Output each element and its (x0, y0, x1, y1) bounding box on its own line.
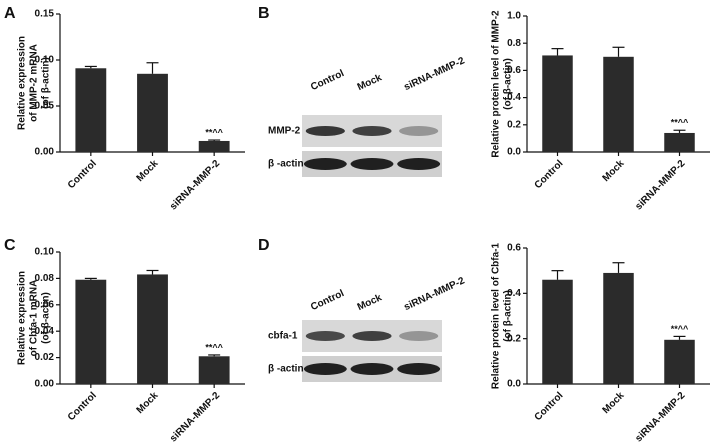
y-tick-label: 0.00 (35, 147, 55, 158)
y-axis-label: of Cbfa-1 mRNA (29, 280, 40, 357)
y-tick-label: 1.0 (507, 11, 521, 22)
significance-label: **^^ (205, 127, 223, 137)
blot-band (352, 126, 392, 136)
blot-band (303, 363, 347, 375)
lane-label: siRNA-MMP-2 (402, 55, 466, 93)
bar (664, 132, 695, 152)
x-tick-label: Mock (135, 158, 161, 184)
y-tick-label: 0.6 (507, 243, 521, 254)
bar (137, 274, 168, 384)
y-tick-label: 0.2 (507, 333, 521, 344)
bar (664, 339, 695, 384)
y-axis-label: Relative expression (17, 271, 28, 365)
lane-label: Control (309, 68, 346, 93)
bar (75, 279, 107, 384)
y-axis-label: (of β-actin) (41, 57, 52, 109)
x-tick-label: siRNA-MMP-2 (168, 158, 222, 212)
y-tick-label: 0.00 (35, 379, 55, 390)
y-axis-label: (of β-actin) (503, 290, 514, 342)
row-label: cbfa-1 (268, 331, 298, 342)
blot-band (397, 363, 441, 375)
significance-label: **^^ (671, 324, 689, 334)
y-axis-label: Relative protein level of MMP-2 (491, 10, 502, 158)
y-tick-label: 0.2 (507, 119, 521, 130)
y-tick-label: 0.8 (507, 38, 521, 49)
y-tick-label: 0.08 (35, 273, 55, 284)
blot-band (305, 331, 345, 341)
y-tick-label: 0.15 (35, 9, 55, 20)
lane-label: Control (309, 288, 346, 313)
bar (603, 56, 634, 152)
x-tick-label: Control (66, 158, 99, 191)
x-tick-label: Control (66, 390, 99, 423)
bar (137, 73, 168, 152)
row-label: β -actin (268, 159, 304, 170)
y-tick-label: 0.0 (507, 147, 521, 158)
bar (75, 68, 107, 152)
y-tick-label: 0.4 (507, 92, 521, 103)
lane-label: Mock (356, 72, 384, 93)
y-tick-label: 0.0 (507, 379, 521, 390)
x-tick-label: Control (533, 390, 566, 423)
bar (542, 279, 573, 384)
bar (198, 356, 230, 384)
panel-letter: B (258, 5, 270, 22)
panel-letter: A (4, 5, 16, 22)
row-label: MMP-2 (268, 126, 301, 137)
bar (542, 55, 573, 152)
y-tick-label: 0.10 (35, 55, 55, 66)
significance-label: **^^ (671, 118, 689, 128)
y-tick-label: 0.4 (507, 288, 521, 299)
bar (603, 272, 634, 384)
x-tick-label: siRNA-MMP-2 (633, 158, 687, 212)
significance-label: **^^ (205, 342, 223, 352)
y-axis-label: Relative expression (17, 36, 28, 130)
lane-label: Mock (356, 292, 384, 313)
blot-band (399, 331, 439, 341)
blot-band (350, 158, 394, 170)
blot-band (305, 126, 345, 136)
x-tick-label: siRNA-MMP-2 (633, 390, 687, 444)
blot-band (350, 363, 394, 375)
y-tick-label: 0.02 (35, 352, 55, 363)
panel-letter: D (258, 237, 270, 254)
y-tick-label: 0.06 (35, 299, 55, 310)
blot-band (303, 158, 347, 170)
y-tick-label: 0.05 (35, 101, 55, 112)
x-tick-label: Mock (135, 390, 161, 416)
blot-band (352, 331, 392, 341)
panel-letter: C (4, 237, 16, 254)
y-axis-label: Relative protein level of Cbfa-1 (491, 242, 502, 389)
x-tick-label: Mock (601, 158, 627, 184)
x-tick-label: siRNA-MMP-2 (168, 390, 222, 444)
y-axis-label: (of β-actin) (41, 292, 52, 344)
blot-band (397, 158, 441, 170)
y-axis-label: of MMP-2 mRNA (29, 44, 40, 122)
x-tick-label: Control (533, 158, 566, 191)
x-tick-label: Mock (601, 390, 627, 416)
y-tick-label: 0.10 (35, 247, 55, 258)
y-axis-label: (of β-actin) (503, 58, 514, 110)
blot-band (399, 126, 439, 136)
row-label: β -actin (268, 364, 304, 375)
bar (198, 140, 230, 152)
y-tick-label: 0.04 (35, 326, 55, 337)
lane-label: siRNA-MMP-2 (402, 275, 466, 313)
y-tick-label: 0.6 (507, 65, 521, 76)
